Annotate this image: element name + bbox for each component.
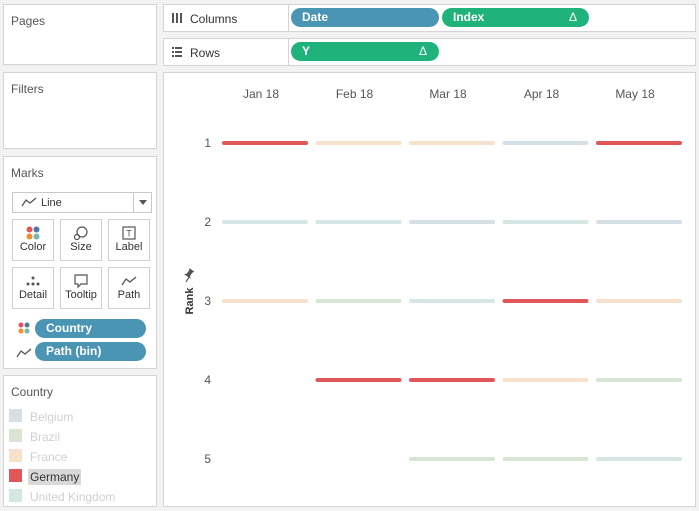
y-tick-label: 5 xyxy=(204,452,211,466)
legend-label: United Kingdom xyxy=(30,489,116,504)
index-pill[interactable]: Index Δ xyxy=(442,8,589,27)
y-tick-label: 4 xyxy=(204,373,211,387)
legend-swatch xyxy=(9,429,22,443)
color-dots-icon xyxy=(17,321,31,340)
size-button[interactable]: Size xyxy=(60,219,102,261)
tooltip-button-label: Tooltip xyxy=(65,289,97,301)
color-dots-icon xyxy=(13,225,53,241)
legend-item-germany[interactable]: Germany xyxy=(9,468,82,485)
legend-label: Belgium xyxy=(30,409,74,424)
y-tick-label: 3 xyxy=(204,294,211,308)
country-legend-card: Country Belgium Brazil France Germany Un… xyxy=(3,375,157,507)
y-axis-label: Rank xyxy=(184,287,196,315)
color-button[interactable]: Color xyxy=(12,219,54,261)
columns-shelf[interactable]: Columns Date Index Δ xyxy=(163,4,696,32)
legend-title: Country xyxy=(11,385,54,399)
pin-icon[interactable] xyxy=(184,268,195,283)
columns-label: Columns xyxy=(190,12,238,26)
legend-swatch xyxy=(9,489,22,503)
label-button-label: Label xyxy=(115,241,143,253)
bump-chart: Jan 18 Feb 18 Mar 18 Apr 18 May 18 1 2 3 4 5 Rank xyxy=(184,87,682,466)
tooltip-button[interactable]: Tooltip xyxy=(60,267,102,309)
legend-label: Germany xyxy=(28,468,82,485)
label-icon: T xyxy=(109,225,149,241)
delta-icon: Δ xyxy=(568,10,577,24)
rows-label: Rows xyxy=(190,46,221,60)
marks-title: Marks xyxy=(11,166,44,180)
mark-type-label: Line xyxy=(41,197,62,209)
svg-text:T: T xyxy=(126,229,132,239)
mark-type-dropdown[interactable]: Line xyxy=(12,192,152,213)
chevron-down-icon[interactable] xyxy=(133,193,151,212)
legend-swatch xyxy=(9,409,22,423)
column-header: Apr 18 xyxy=(524,87,560,101)
column-header: Mar 18 xyxy=(429,87,467,101)
legend-item-belgium[interactable]: Belgium xyxy=(9,408,75,424)
path-bin-field-label: Path (bin) xyxy=(46,344,102,358)
legend-label: France xyxy=(30,449,68,464)
path-icon xyxy=(109,273,149,289)
path-button-label: Path xyxy=(117,289,141,301)
detail-button-label: Detail xyxy=(18,289,48,301)
rows-icon xyxy=(171,46,183,61)
size-button-label: Size xyxy=(70,241,92,253)
detail-icon xyxy=(13,273,53,289)
date-pill-label: Date xyxy=(302,10,329,24)
marks-card: Marks Line Color Size T xyxy=(3,156,157,369)
path-icon xyxy=(16,346,32,364)
column-header: Jan 18 xyxy=(243,87,279,101)
index-pill-label: Index xyxy=(453,10,485,24)
rows-shelf-label: Rows xyxy=(164,39,289,65)
y-pill[interactable]: Y Δ xyxy=(291,42,439,61)
label-button[interactable]: T Label xyxy=(108,219,150,261)
path-button[interactable]: Path xyxy=(108,267,150,309)
country-field-pill[interactable]: Country xyxy=(35,319,146,338)
legend-item-united-kingdom[interactable]: United Kingdom xyxy=(9,488,117,504)
delta-icon: Δ xyxy=(418,44,427,58)
pages-title: Pages xyxy=(11,14,46,28)
rows-shelf[interactable]: Rows Y Δ xyxy=(163,38,696,66)
column-header: May 18 xyxy=(615,87,655,101)
country-field-label: Country xyxy=(46,321,92,335)
date-pill[interactable]: Date xyxy=(291,8,439,27)
line-mark-icon xyxy=(21,197,37,210)
legend-label: Brazil xyxy=(30,429,61,444)
size-icon xyxy=(61,225,101,241)
legend-item-brazil[interactable]: Brazil xyxy=(9,428,62,444)
filters-card[interactable]: Filters xyxy=(3,72,157,149)
legend-item-france[interactable]: France xyxy=(9,448,69,464)
y-pill-label: Y xyxy=(302,44,311,58)
detail-button[interactable]: Detail xyxy=(12,267,54,309)
y-tick-label: 1 xyxy=(204,136,211,150)
viz-area[interactable]: Jan 18 Feb 18 Mar 18 Apr 18 May 18 1 2 3 4 5 Rank xyxy=(163,72,696,507)
columns-icon xyxy=(171,12,183,27)
pages-card[interactable]: Pages xyxy=(3,4,157,65)
legend-swatch xyxy=(9,469,22,483)
filters-title: Filters xyxy=(11,82,44,96)
tooltip-icon xyxy=(61,273,101,289)
legend-swatch xyxy=(9,449,22,463)
columns-shelf-label: Columns xyxy=(164,5,289,31)
y-tick-label: 2 xyxy=(204,215,211,229)
color-button-label: Color xyxy=(19,241,47,253)
column-header: Feb 18 xyxy=(336,87,374,101)
path-bin-field-pill[interactable]: Path (bin) xyxy=(35,342,146,361)
